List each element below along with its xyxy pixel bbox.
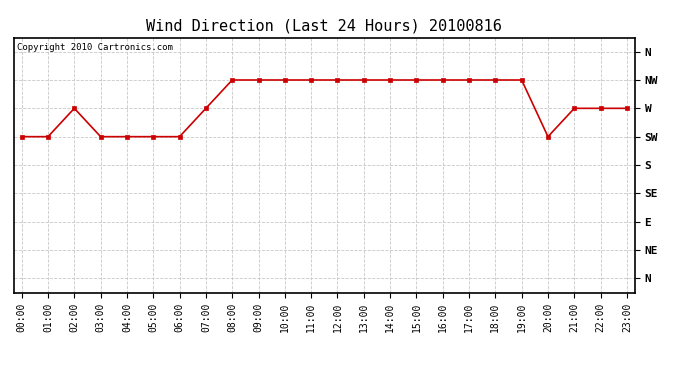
Text: Copyright 2010 Cartronics.com: Copyright 2010 Cartronics.com: [17, 43, 172, 52]
Title: Wind Direction (Last 24 Hours) 20100816: Wind Direction (Last 24 Hours) 20100816: [146, 18, 502, 33]
